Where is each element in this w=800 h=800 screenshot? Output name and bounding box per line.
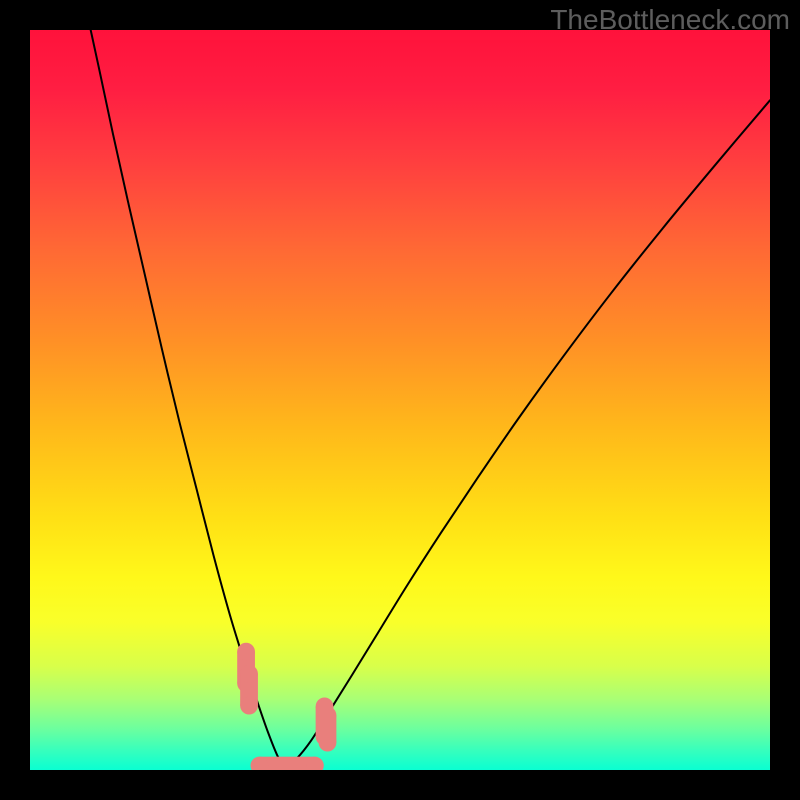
marker-left-1 <box>240 665 258 715</box>
plot-area <box>30 30 770 770</box>
marker-right-1 <box>319 706 337 751</box>
chart-root: TheBottleneck.com <box>0 0 800 800</box>
curves-layer <box>30 30 770 770</box>
curve-right <box>285 100 770 767</box>
watermark-text: TheBottleneck.com <box>550 4 790 36</box>
curve-left <box>91 30 286 768</box>
marker-bottom-bar <box>251 757 324 770</box>
